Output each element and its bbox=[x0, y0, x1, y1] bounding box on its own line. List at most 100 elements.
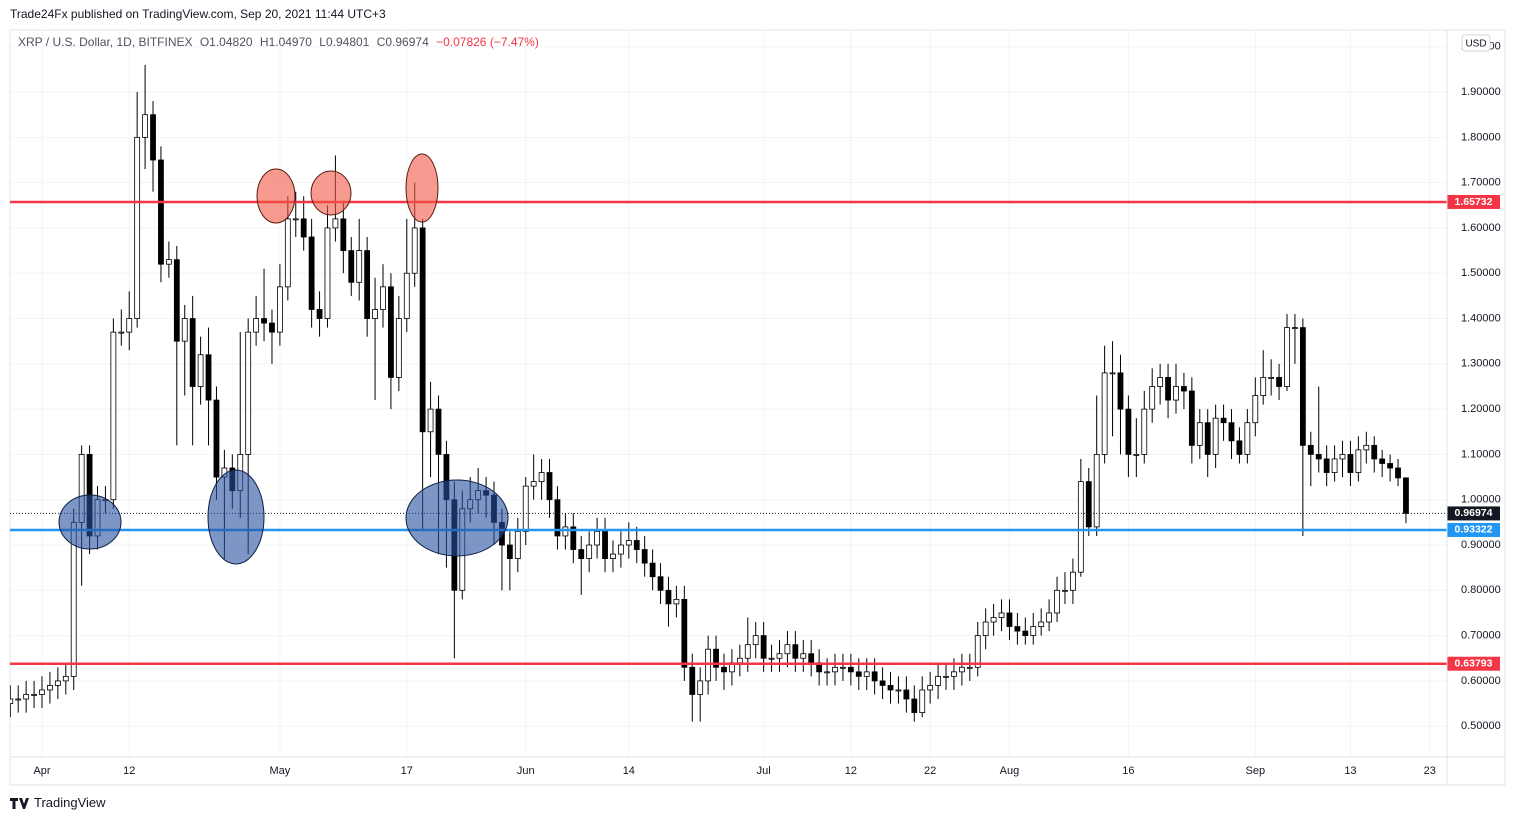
candle-body bbox=[1022, 630, 1029, 637]
candle-body bbox=[23, 694, 30, 700]
candle-body bbox=[316, 309, 323, 319]
candle-body bbox=[380, 286, 386, 310]
candle-body bbox=[673, 598, 680, 605]
resistance-marker bbox=[405, 153, 439, 223]
candle-body bbox=[610, 553, 616, 560]
candle-body bbox=[340, 218, 347, 251]
y-tick-label: 0.80000 bbox=[1461, 584, 1501, 596]
candle-body bbox=[126, 318, 133, 333]
candle-body bbox=[427, 408, 434, 433]
candle-body bbox=[1387, 463, 1393, 469]
candle-body bbox=[855, 671, 862, 677]
candle-body bbox=[1244, 422, 1251, 455]
level-tag-label: 1.65732 bbox=[1455, 196, 1493, 208]
candle-body bbox=[1109, 372, 1116, 375]
candle-body bbox=[538, 472, 545, 483]
candle-body bbox=[594, 531, 600, 546]
candle-body bbox=[974, 635, 981, 668]
x-tick-label: 12 bbox=[123, 765, 135, 777]
candle-body bbox=[134, 136, 141, 319]
candle-body bbox=[1339, 454, 1346, 460]
candle-body bbox=[158, 159, 164, 265]
candle-body bbox=[1379, 458, 1386, 464]
candle-body bbox=[713, 648, 719, 668]
candle-body bbox=[705, 648, 712, 682]
candle-body bbox=[625, 540, 632, 546]
y-tick-label: 1.00000 bbox=[1461, 494, 1501, 506]
candle-body bbox=[1173, 386, 1179, 401]
x-tick-label: 23 bbox=[1424, 765, 1436, 777]
candle-body bbox=[522, 485, 529, 532]
candle-body bbox=[15, 698, 22, 701]
y-tick-label: 1.60000 bbox=[1461, 222, 1501, 234]
candle-body bbox=[1165, 377, 1171, 401]
resistance-marker bbox=[310, 170, 352, 216]
candle-body bbox=[506, 544, 513, 560]
candle-body bbox=[903, 689, 910, 700]
y-tick-label: 1.80000 bbox=[1461, 131, 1501, 143]
candle-body bbox=[1363, 444, 1370, 451]
level-tag-box bbox=[1447, 656, 1500, 671]
x-tick-label: Aug bbox=[1000, 765, 1020, 777]
candle-body bbox=[1220, 417, 1227, 424]
candle-body bbox=[982, 621, 989, 637]
level-tag-label: 0.93322 bbox=[1455, 524, 1493, 536]
candle-body bbox=[1347, 454, 1354, 473]
level-tag-box bbox=[1447, 194, 1500, 209]
candle-body bbox=[744, 644, 751, 659]
symbol-readout: XRP / U.S. Dollar, 1D, BITFINEX O1.04820… bbox=[18, 35, 543, 49]
candle-body bbox=[1188, 390, 1195, 446]
x-tick-label: Sep bbox=[1246, 765, 1266, 777]
candle-body bbox=[1204, 422, 1211, 455]
candle-body bbox=[871, 671, 878, 682]
candle-body bbox=[1077, 481, 1084, 573]
candle-body bbox=[911, 698, 918, 714]
y-tick-label: 1.20000 bbox=[1461, 403, 1501, 415]
candle-body bbox=[990, 617, 997, 623]
candle-body bbox=[879, 680, 886, 686]
candle-body bbox=[887, 685, 894, 691]
candle-body bbox=[1371, 444, 1378, 460]
currency-badge-box bbox=[1461, 34, 1491, 52]
x-tick-label: Jun bbox=[517, 765, 535, 777]
candle-body bbox=[586, 544, 593, 560]
chart-frame bbox=[9, 29, 1506, 786]
candle-body bbox=[1014, 626, 1021, 632]
candle-body bbox=[760, 635, 767, 659]
candle-body bbox=[1403, 477, 1409, 514]
candle-body bbox=[736, 657, 743, 664]
candle-body bbox=[110, 331, 117, 501]
candle-body bbox=[1038, 621, 1045, 627]
candle-body bbox=[332, 218, 339, 229]
candle-body bbox=[245, 331, 252, 455]
candle-body bbox=[927, 685, 934, 691]
candle-body bbox=[935, 675, 941, 686]
candle-body bbox=[348, 250, 355, 283]
y-tick-label: 0.90000 bbox=[1461, 539, 1501, 551]
drawings bbox=[58, 153, 509, 565]
high-readout: H1.04970 bbox=[259, 35, 312, 49]
candle-body bbox=[689, 666, 696, 695]
symbol-title: XRP / U.S. Dollar, 1D, BITFINEX bbox=[18, 35, 193, 49]
candle-body bbox=[47, 685, 53, 691]
candle-body bbox=[435, 408, 442, 455]
candle-body bbox=[261, 318, 267, 324]
last-price-tag-label: 0.96974 bbox=[1455, 507, 1493, 519]
y-tick-label: 1.10000 bbox=[1461, 448, 1501, 460]
candle-body bbox=[697, 680, 704, 695]
y-tick-label: 1.50000 bbox=[1461, 267, 1501, 279]
brand-name: TradingView bbox=[34, 795, 106, 810]
candle-body bbox=[617, 544, 624, 555]
y-tick-label: 0.70000 bbox=[1461, 630, 1501, 642]
resistance-marker bbox=[256, 168, 296, 224]
y-tick-label: 1.40000 bbox=[1461, 312, 1501, 324]
candle-body bbox=[356, 250, 363, 283]
candle-body bbox=[649, 562, 656, 578]
candle-body bbox=[776, 653, 783, 659]
candle-body bbox=[1149, 386, 1156, 410]
candle-body bbox=[213, 399, 220, 478]
candle-body bbox=[269, 322, 275, 333]
candle-body bbox=[1284, 327, 1290, 387]
x-tick-label: 17 bbox=[401, 765, 413, 777]
candle-body bbox=[54, 680, 61, 686]
